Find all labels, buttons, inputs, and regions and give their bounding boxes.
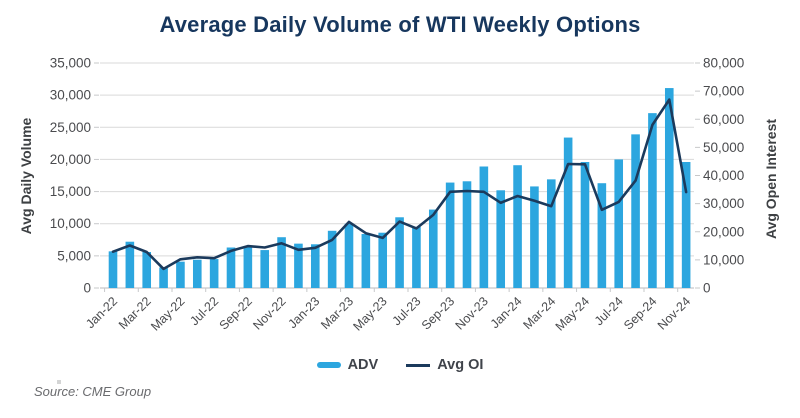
- legend-label-avg-oi: Avg OI: [437, 357, 484, 373]
- adv-bar-Jul-22: [209, 259, 219, 288]
- adv-bar-Sep-24: [648, 113, 657, 289]
- adv-bar-Dec-22: [294, 243, 303, 288]
- right-axis-tick-label: 50,000: [703, 140, 744, 155]
- adv-bar-Aug-23: [428, 209, 438, 288]
- x-axis-tick-label: May-22: [148, 294, 187, 333]
- adv-bar-Apr-24: [563, 137, 573, 288]
- adv-bar-Aug-24: [631, 134, 640, 288]
- legend-label-adv: ADV: [347, 357, 379, 373]
- right-axis-tick-label: 30,000: [703, 196, 744, 211]
- bar-swatch-icon: [316, 362, 341, 368]
- right-axis-tick-label: 40,000: [703, 168, 744, 183]
- right-axis-tick-label: 70,000: [703, 84, 744, 99]
- left-axis-tick-label: 25,000: [50, 120, 91, 135]
- adv-bar-Jun-23: [395, 217, 404, 288]
- adv-bar-Oct-23: [462, 181, 472, 288]
- adv-bar-Jan-24: [513, 165, 522, 288]
- legend-item-adv: ADV: [316, 357, 379, 373]
- x-axis-tick-label: Jan-23: [285, 294, 322, 331]
- adv-bar-Feb-24: [530, 186, 539, 288]
- x-axis-tick-label: Nov-24: [655, 294, 693, 332]
- adv-bar-Feb-22: [125, 241, 135, 288]
- avg-oi-line: [111, 98, 688, 271]
- adv-bar-Nov-24: [681, 162, 691, 288]
- left-axis-tick-label: 20,000: [50, 152, 91, 167]
- left-axis-tick-label: 15,000: [50, 184, 91, 199]
- adv-bar-Jun-24: [597, 183, 607, 288]
- adv-bar-Mar-24: [546, 179, 556, 288]
- adv-bar-May-24: [580, 162, 590, 288]
- adv-bar-Mar-23: [344, 223, 354, 288]
- left-axis-tick-label: 30,000: [50, 88, 91, 103]
- legend-item-avg-oi: Avg OI: [406, 357, 483, 373]
- adv-bar-Aug-22: [226, 247, 236, 288]
- x-axis-tick-label: Sep-23: [419, 294, 457, 332]
- x-axis-tick-label: Nov-22: [250, 294, 288, 332]
- adv-bar-Dec-23: [496, 190, 506, 288]
- line-swatch-icon: [406, 363, 431, 367]
- x-axis-tick-label: May-23: [350, 294, 389, 333]
- left-axis-tick-label: 0: [83, 281, 91, 296]
- left-axis-tick-label: 5,000: [57, 248, 91, 263]
- right-axis-tick-label: 80,000: [703, 56, 744, 71]
- adv-bar-Nov-23: [479, 166, 489, 288]
- adv-bar-May-22: [176, 261, 185, 288]
- adv-bar-Jan-22: [108, 251, 118, 288]
- x-axis-tick-label: Jan-22: [83, 294, 120, 331]
- adv-bar-Jun-22: [192, 259, 202, 288]
- adv-bar-Mar-22: [142, 252, 152, 288]
- x-axis-tick-label: Sep-22: [217, 294, 255, 332]
- right-axis-tick-label: 60,000: [703, 112, 744, 127]
- x-axis-tick-label: Mar-22: [116, 294, 154, 332]
- adv-bar-Sep-22: [243, 246, 253, 288]
- adv-bar-May-23: [378, 232, 388, 288]
- right-axis-tick-label: 10,000: [703, 252, 744, 267]
- adv-bar-Jul-23: [412, 226, 421, 288]
- adv-bar-Oct-24: [664, 88, 674, 288]
- left-axis-tick-label: 10,000: [50, 216, 91, 231]
- chart-title: Average Daily Volume of WTI Weekly Optio…: [159, 12, 641, 37]
- x-axis-tick-label: Sep-24: [621, 294, 659, 332]
- adv-bar-Jan-23: [310, 244, 320, 288]
- adv-bar-Apr-23: [361, 234, 371, 288]
- left-axis-tick-label: 35,000: [50, 56, 91, 71]
- source-text: Source: CME Group: [34, 384, 152, 399]
- adv-bar-Sep-23: [445, 182, 455, 288]
- right-axis-tick-label: 20,000: [703, 224, 744, 239]
- x-axis-tick-label: Jan-24: [488, 294, 525, 331]
- x-axis-tick-label: Mar-23: [318, 294, 356, 332]
- adv-bar-Feb-23: [327, 230, 337, 288]
- adv-bar-Nov-22: [277, 237, 286, 288]
- x-axis-tick-label: May-24: [553, 294, 592, 333]
- source-mark: [57, 380, 61, 384]
- right-axis-tick-label: 0: [703, 281, 711, 296]
- adv-bar-Jul-24: [614, 159, 624, 288]
- x-axis-tick-label: Nov-23: [453, 294, 491, 332]
- chart-legend: ADV Avg OI: [0, 357, 800, 373]
- adv-bar-Apr-22: [159, 267, 168, 288]
- adv-bar-Oct-22: [260, 250, 270, 288]
- x-axis-tick-label: Mar-24: [521, 294, 559, 332]
